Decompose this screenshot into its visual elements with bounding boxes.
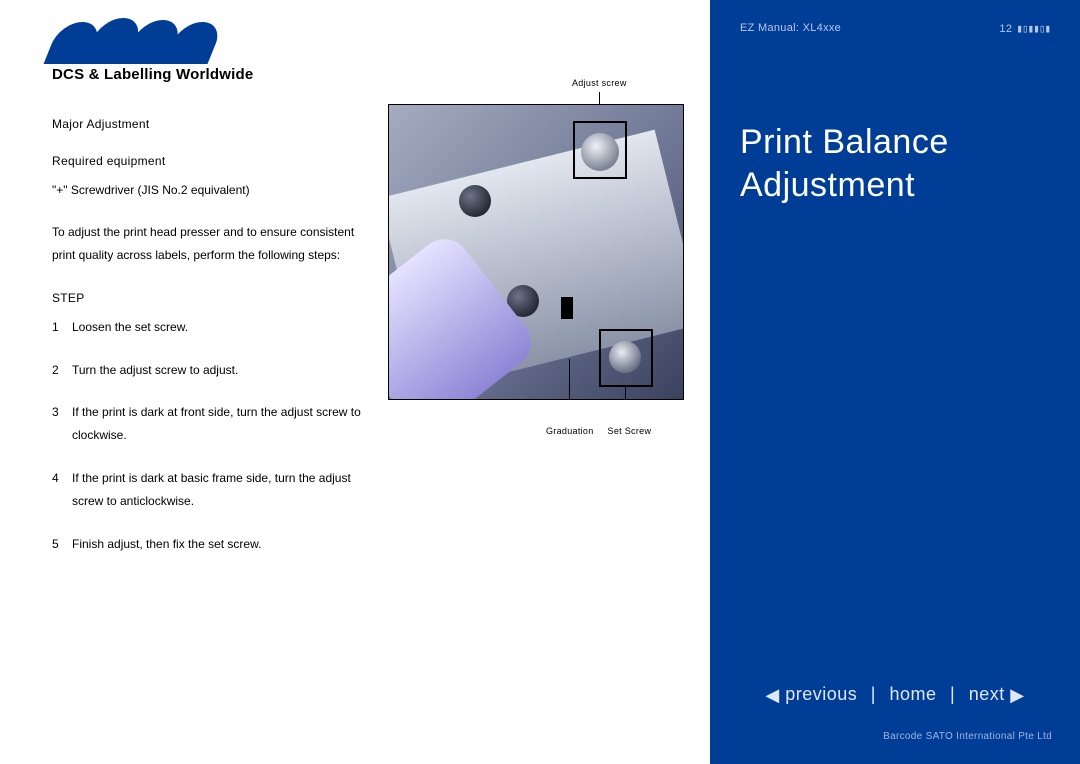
brand-logo: DCS & Labelling Worldwide <box>52 18 710 83</box>
callout-box-top <box>573 121 627 179</box>
left-panel: DCS & Labelling Worldwide Major Adjustme… <box>0 0 710 764</box>
annotated-figure: Adjust screw Graduation Set Screw <box>388 104 684 400</box>
right-panel: EZ Manual: XL4xxe 12 ▮▯▮▮▯▮ Print Balance… <box>710 0 1080 764</box>
major-adjustment-heading: Major Adjustment <box>52 113 372 136</box>
step-item: Turn the adjust screw to adjust. <box>52 359 362 382</box>
page-number-area: 12 ▮▯▮▮▯▮ <box>999 22 1050 35</box>
figure-image <box>388 104 684 400</box>
step-item: If the print is dark at basic frame side… <box>52 467 362 513</box>
figure-label-graduation: Graduation <box>546 426 594 436</box>
triangle-left-icon: ◀ <box>765 685 779 706</box>
right-header: EZ Manual: XL4xxe 12 ▮▯▮▮▯▮ <box>710 0 1080 35</box>
required-equipment-item: "+" Screwdriver (JIS No.2 equivalent) <box>52 179 372 202</box>
page-title-line1: Print Balance <box>740 123 949 161</box>
manual-page: DCS & Labelling Worldwide Major Adjustme… <box>0 0 1080 764</box>
logo-mark <box>52 18 710 64</box>
manual-name: EZ Manual: XL4xxe <box>740 22 841 35</box>
nav-separator: | <box>950 684 955 704</box>
triangle-right-icon: ▶ <box>1010 685 1024 706</box>
nav-separator: | <box>871 684 876 704</box>
nav-bar: ◀ previous | home | next ▶ <box>710 684 1080 706</box>
step-item: Loosen the set screw. <box>52 316 362 339</box>
required-equipment-heading: Required equipment <box>52 150 372 173</box>
instructions-body: Major Adjustment Required equipment "+" … <box>52 113 372 555</box>
nav-previous-link[interactable]: previous <box>785 684 857 704</box>
intro-paragraph: To adjust the print head presser and to … <box>52 221 372 267</box>
figure-label-set-screw: Set Screw <box>608 426 652 436</box>
footer-text: Barcode SATO International Pte Ltd <box>883 731 1052 742</box>
leader-line <box>569 359 570 400</box>
callout-box-bottom <box>599 329 653 387</box>
page-title-line2: Adjustment <box>740 166 915 204</box>
figure-bottom-labels: Graduation Set Screw <box>546 426 651 436</box>
step-heading: STEP <box>52 287 372 310</box>
page-number: 12 <box>999 23 1012 35</box>
nav-next-link[interactable]: next <box>969 684 1005 704</box>
leader-line <box>625 385 626 400</box>
step-list: Loosen the set screw. Turn the adjust sc… <box>52 316 362 556</box>
barcode-icon: ▮▯▮▮▯▮ <box>1016 22 1050 35</box>
figure-label-adjust-screw: Adjust screw <box>572 78 627 88</box>
page-title: Print Balance Adjustment <box>710 35 1080 206</box>
step-item: If the print is dark at front side, turn… <box>52 401 362 447</box>
step-item: Finish adjust, then fix the set screw. <box>52 533 362 556</box>
nav-home-link[interactable]: home <box>889 684 936 704</box>
